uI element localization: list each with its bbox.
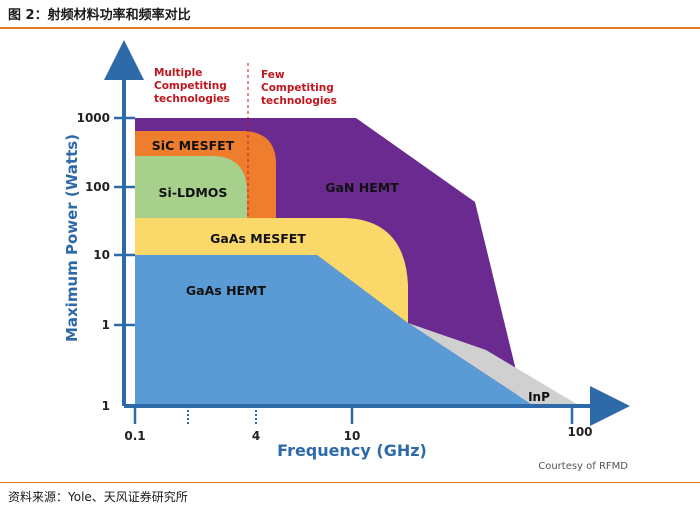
y-tick-label-1-upper: 1 (102, 318, 110, 332)
annotation-multiple: Multiple Competiting technologies (154, 67, 230, 105)
y-tick-label-1000: 1000 (77, 111, 110, 125)
x-tick-label-4: 4 (252, 429, 260, 443)
label-sic-mesfet: SiC MESFET (152, 138, 235, 153)
y-tick-label-1-lower: 1 (102, 399, 110, 413)
title-rule (0, 27, 700, 29)
region-gaas-hemt (135, 255, 534, 406)
power-frequency-chart: SiC MESFET Si-LDMOS GaN HEMT GaAs MESFET… (63, 40, 630, 472)
x-tick-label-10: 10 (344, 429, 361, 443)
label-si-ldmos: Si-LDMOS (159, 185, 228, 200)
label-gaas-mesfet: GaAs MESFET (210, 231, 306, 246)
x-ticks (133, 408, 574, 424)
y-tick-label-10: 10 (93, 248, 110, 262)
label-gaas-hemt: GaAs HEMT (186, 283, 267, 298)
x-tick-label-0.1: 0.1 (124, 429, 145, 443)
label-inp: InP (528, 390, 550, 404)
y-ticks (114, 116, 135, 327)
x-tick-label-100: 100 (567, 425, 592, 439)
x-axis-title: Frequency (GHz) (277, 441, 427, 460)
source-rule (0, 482, 700, 483)
region-gaas-mesfet (135, 218, 408, 323)
y-axis-title: Maximum Power (Watts) (63, 134, 81, 342)
y-tick-label-100: 100 (85, 180, 110, 194)
region-si-ldmos (135, 156, 247, 218)
annotation-few: Few Competiting technologies (261, 69, 337, 107)
source-note: 资料来源：Yole、天风证券研究所 (8, 490, 188, 504)
label-gan-hemt: GaN HEMT (325, 180, 399, 195)
figure-title: 图 2：射频材料功率和频率对比 (8, 8, 191, 23)
region-inp (408, 323, 580, 406)
chart-credit: Courtesy of RFMD (538, 461, 628, 472)
